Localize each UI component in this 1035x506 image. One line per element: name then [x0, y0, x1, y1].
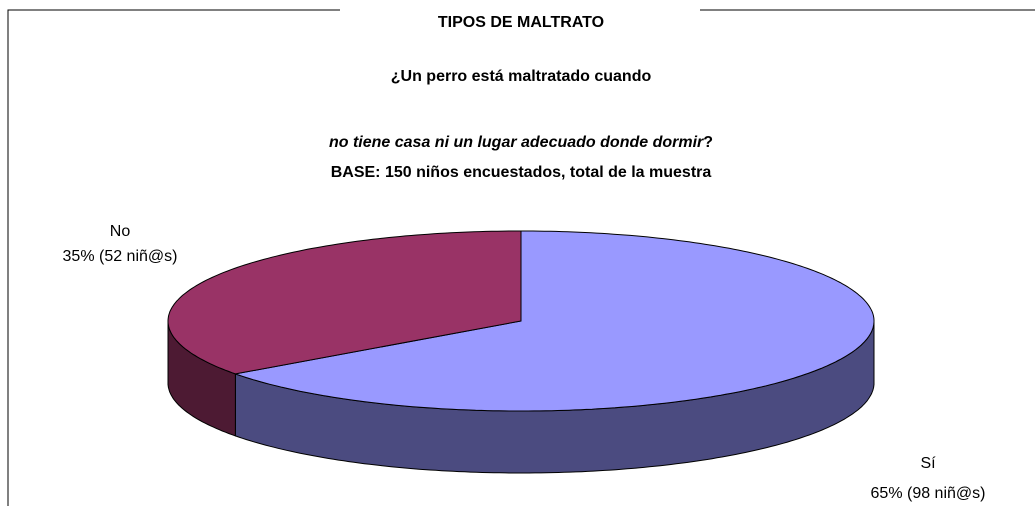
question-mark: ? [703, 134, 713, 151]
title-backdrop [340, 0, 700, 14]
slice [167, 230, 522, 375]
value-label: 35% (52 niñ@s) [63, 248, 178, 265]
category-label: Sí [920, 455, 936, 472]
question-line-2: no tiene casa ni un lugar adecuado donde… [329, 134, 713, 151]
question-italic: no tiene casa ni un lugar adecuado donde… [329, 134, 704, 151]
base-note: BASE: 150 niños encuestados, total de la… [331, 164, 712, 181]
category-label: No [110, 223, 131, 240]
chart-title: TIPOS DE MALTRATO [438, 14, 604, 31]
slice [233, 230, 875, 412]
value-label: 65% (98 niñ@s) [871, 485, 986, 502]
question-line-1: ¿Un perro está maltratado cuando [391, 68, 652, 85]
